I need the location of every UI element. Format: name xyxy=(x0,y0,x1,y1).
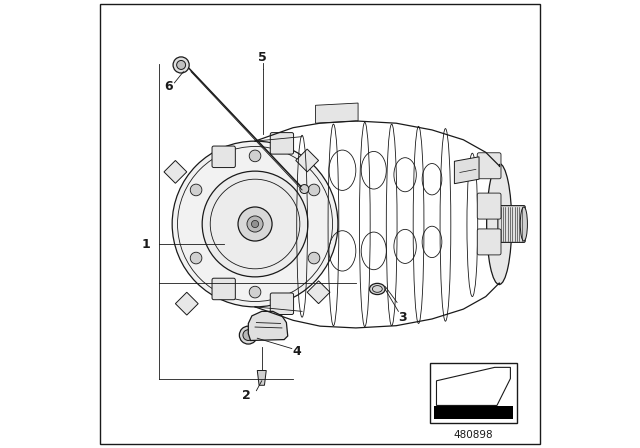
Polygon shape xyxy=(454,157,479,184)
Circle shape xyxy=(249,150,261,162)
Text: 3: 3 xyxy=(399,310,407,324)
Circle shape xyxy=(239,326,257,344)
Polygon shape xyxy=(257,370,266,385)
FancyBboxPatch shape xyxy=(270,133,294,154)
Text: 5: 5 xyxy=(259,51,267,64)
FancyBboxPatch shape xyxy=(212,278,236,300)
Ellipse shape xyxy=(520,207,527,241)
Circle shape xyxy=(243,330,253,340)
Circle shape xyxy=(172,141,338,307)
Text: 6: 6 xyxy=(164,79,173,93)
Circle shape xyxy=(238,207,272,241)
Circle shape xyxy=(300,185,309,194)
Circle shape xyxy=(190,184,202,196)
Circle shape xyxy=(173,57,189,73)
Polygon shape xyxy=(436,367,511,405)
Text: 2: 2 xyxy=(242,388,250,402)
FancyBboxPatch shape xyxy=(477,229,501,255)
Circle shape xyxy=(190,252,202,264)
Bar xyxy=(430,363,517,423)
Circle shape xyxy=(308,184,320,196)
Circle shape xyxy=(249,286,261,298)
FancyBboxPatch shape xyxy=(212,146,236,168)
Polygon shape xyxy=(248,311,288,340)
Polygon shape xyxy=(316,103,358,123)
Bar xyxy=(307,281,330,304)
Bar xyxy=(296,149,319,172)
Text: 1: 1 xyxy=(142,237,150,251)
Ellipse shape xyxy=(486,164,512,284)
Circle shape xyxy=(308,252,320,264)
Bar xyxy=(175,292,198,315)
FancyBboxPatch shape xyxy=(477,193,501,219)
Circle shape xyxy=(247,216,263,232)
Circle shape xyxy=(252,220,259,228)
Text: 480898: 480898 xyxy=(454,430,493,439)
FancyBboxPatch shape xyxy=(498,206,525,242)
Text: 4: 4 xyxy=(292,345,301,358)
Bar xyxy=(164,160,187,183)
Circle shape xyxy=(202,171,308,277)
Bar xyxy=(435,406,513,419)
FancyBboxPatch shape xyxy=(477,153,501,179)
Circle shape xyxy=(177,60,186,69)
Ellipse shape xyxy=(369,284,385,295)
FancyBboxPatch shape xyxy=(270,293,294,314)
